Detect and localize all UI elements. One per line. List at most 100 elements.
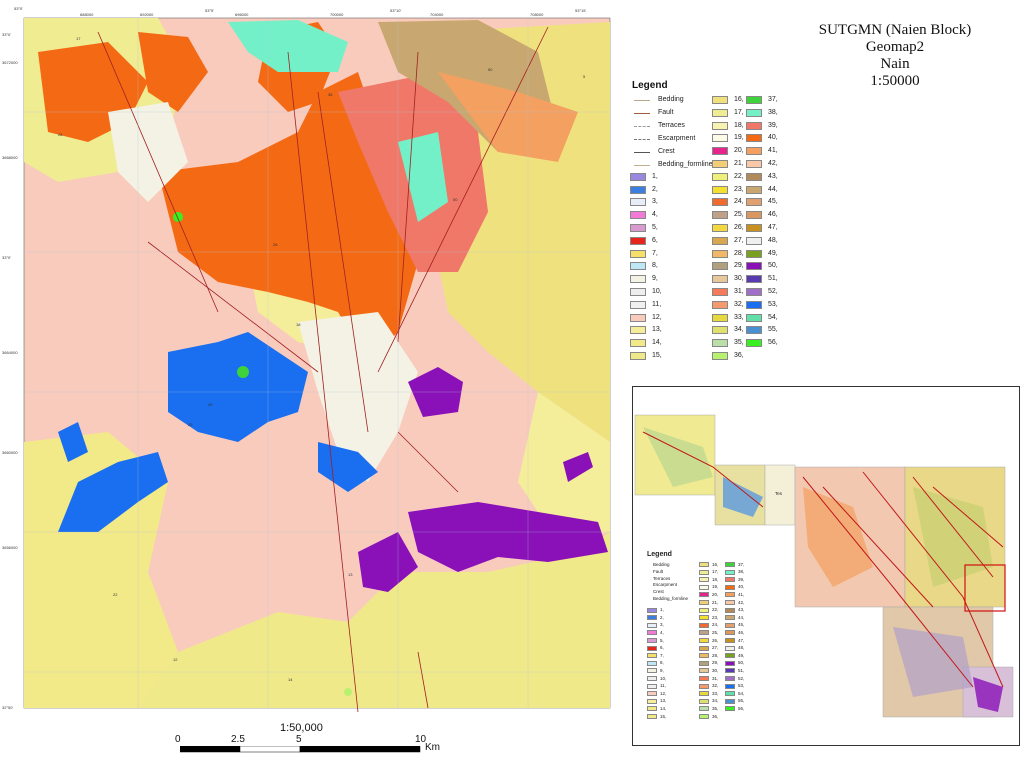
legend-unit-swatch bbox=[746, 326, 762, 335]
inset-legend-unit-label: 52, bbox=[738, 675, 745, 681]
legend-unit-swatch bbox=[746, 339, 762, 348]
inset-legend-unit-swatch bbox=[699, 668, 709, 674]
scale-unit: Km bbox=[425, 742, 440, 753]
inset-legend-unit-label: 9, bbox=[660, 667, 664, 673]
inset-legend-unit-label: 10, bbox=[660, 675, 667, 681]
left-tick-label: 3672000 bbox=[2, 60, 18, 65]
inset-legend-unit-swatch bbox=[699, 569, 709, 575]
legend-unit-swatch bbox=[712, 339, 728, 348]
map-unit-53-w bbox=[58, 422, 88, 462]
map-unit-tag: 25 bbox=[188, 422, 193, 427]
legend-unit-label: 27, bbox=[734, 236, 744, 244]
inset-legend-unit-swatch bbox=[725, 562, 735, 567]
legend-unit-swatch bbox=[746, 134, 762, 143]
inset-legend-unit-swatch bbox=[647, 615, 657, 621]
legend-unit-label: 38, bbox=[768, 108, 778, 116]
left-tick-label: 3668000 bbox=[2, 155, 18, 160]
inset-legend-unit-label: 7, bbox=[660, 652, 664, 658]
map-unit-50-s bbox=[358, 532, 418, 592]
inset-legend-unit-label: 17, bbox=[712, 569, 719, 575]
title-line-3: Nain bbox=[880, 56, 910, 72]
inset-legend-unit-label: 5, bbox=[660, 637, 664, 643]
legend-unit-swatch bbox=[712, 185, 728, 194]
inset-legend-unit-label: 40, bbox=[738, 584, 745, 590]
map-unit-tag: 18 bbox=[296, 322, 301, 327]
inset-legend-unit-label: 12, bbox=[660, 690, 667, 696]
inset-legend-unit-swatch bbox=[699, 660, 709, 666]
inset-legend-unit-label: 15, bbox=[660, 713, 667, 719]
legend-unit-swatch bbox=[746, 198, 762, 207]
legend-unit-swatch bbox=[712, 121, 728, 130]
map-unit-40-w bbox=[138, 32, 208, 112]
inset-legend-unit-label: 39, bbox=[738, 576, 745, 582]
top-tick-label: 53°10' bbox=[390, 8, 402, 13]
legend-line-swatch bbox=[634, 126, 650, 127]
inset-legend-symbol-label: Crest bbox=[653, 589, 664, 595]
legend-unit-swatch bbox=[630, 262, 646, 271]
legend-unit-swatch bbox=[746, 147, 762, 156]
top-tick-label: 688000 bbox=[80, 12, 94, 17]
legend-unit-swatch bbox=[712, 211, 728, 220]
inset-legend-unit-swatch bbox=[699, 698, 709, 704]
legend-unit-swatch bbox=[746, 160, 762, 168]
legend-unit-label: 46, bbox=[768, 211, 778, 219]
inset-legend-unit-label: 22, bbox=[712, 607, 719, 613]
legend-unit-label: 40, bbox=[768, 134, 778, 142]
inset-legend-symbol-label: Fault bbox=[653, 568, 664, 574]
inset-legend-unit-swatch bbox=[725, 607, 735, 613]
legend-unit-label: 35, bbox=[734, 339, 744, 347]
inset-legend-unit-swatch bbox=[699, 584, 709, 590]
inset-legend-unit-swatch bbox=[725, 569, 735, 575]
inset-legend-unit-label: 16, bbox=[712, 561, 719, 567]
legend-unit-swatch bbox=[746, 108, 762, 117]
inset-legend-unit-label: 11, bbox=[660, 683, 666, 689]
inset-legend-unit-swatch bbox=[699, 645, 709, 651]
legend-unit-swatch bbox=[630, 339, 646, 348]
map-unit-9-nw bbox=[108, 102, 188, 202]
legend-unit-label: 13, bbox=[652, 326, 662, 334]
inset-legend-unit-swatch bbox=[725, 668, 735, 674]
map-canvas[interactable] bbox=[18, 12, 616, 714]
legend-symbol-label: Bedding bbox=[658, 96, 684, 103]
inset-selection-box bbox=[964, 564, 1006, 612]
inset-legend-unit-label: 45, bbox=[738, 622, 745, 628]
legend-unit-swatch bbox=[630, 185, 646, 194]
inset-legend-unit-swatch bbox=[699, 577, 709, 583]
legend-unit-label: 1, bbox=[652, 172, 658, 180]
inset-tag: Tes bbox=[775, 491, 783, 496]
inset-legend-unit-label: 24, bbox=[712, 622, 719, 628]
legend-unit-label: 23, bbox=[734, 185, 744, 193]
legend-unit-label: 22, bbox=[734, 172, 744, 180]
legend-unit-swatch bbox=[630, 249, 646, 258]
legend-unit-swatch bbox=[630, 313, 646, 322]
map-unit-38-e bbox=[398, 132, 448, 222]
inset-legend-unit-swatch bbox=[699, 562, 709, 567]
inset-legend-unit-label: 31, bbox=[712, 675, 719, 681]
legend-unit-label: 41, bbox=[768, 147, 778, 155]
inset-legend-unit-label: 46, bbox=[738, 629, 745, 635]
top-tick-label: 708000 bbox=[530, 12, 544, 17]
map-unit-tag: 26 bbox=[273, 242, 278, 247]
geologic-map[interactable]: 17 28 50 36 50 26 18 22 12 14 13 25 40 5 bbox=[18, 12, 616, 714]
inset-legend-unit-label: 4, bbox=[660, 629, 664, 635]
inset-legend-unit-swatch bbox=[699, 638, 709, 643]
inset-legend-unit-label: 29, bbox=[712, 660, 719, 666]
inset-legend-unit-swatch bbox=[725, 584, 735, 590]
legend-unit-label: 52, bbox=[768, 288, 778, 295]
legend-unit-label: 26, bbox=[734, 224, 744, 231]
legend-unit-swatch bbox=[746, 300, 762, 309]
legend-unit-swatch bbox=[630, 211, 646, 220]
inset-legend-unit-label: 23, bbox=[712, 614, 719, 620]
legend-unit-label: 17, bbox=[734, 108, 744, 116]
legend-unit-swatch bbox=[712, 288, 728, 296]
inset-legend-unit-swatch bbox=[725, 615, 735, 621]
legend-line-swatch bbox=[634, 165, 650, 166]
left-tick-label: 32°50' bbox=[2, 705, 14, 710]
inset-legend-unit-swatch bbox=[699, 600, 709, 605]
legend-unit-swatch bbox=[712, 249, 728, 258]
inset-legend-unit-swatch bbox=[699, 615, 709, 621]
overview-inset-map[interactable]: Tes Legend Bedding Fault Terraces Escarpmen… bbox=[632, 386, 1020, 746]
legend-unit-label: 34, bbox=[734, 326, 744, 334]
legend-unit-swatch bbox=[630, 224, 646, 232]
inset-canvas[interactable] bbox=[633, 387, 1019, 745]
